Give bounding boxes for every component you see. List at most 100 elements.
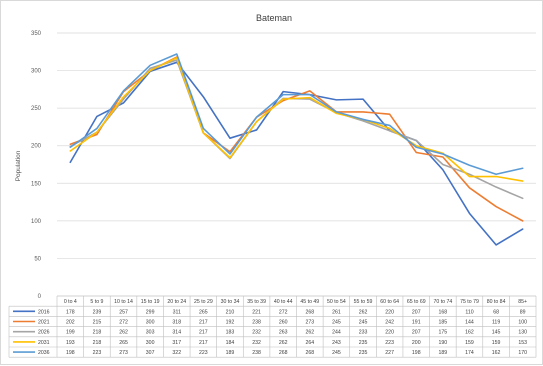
data-table-cell: 207 (412, 309, 421, 315)
x-tick-label: 30 to 34 (221, 299, 240, 305)
data-table-cell: 245 (332, 350, 341, 356)
data-table-cell: 144 (465, 320, 474, 326)
data-table-cell: 100 (518, 320, 527, 326)
series-lines (69, 53, 524, 246)
data-table-cell: 190 (439, 340, 448, 346)
x-tick-label: 45 to 49 (300, 299, 319, 305)
data-table-cell: 233 (359, 330, 368, 336)
data-table-cell: 235 (359, 350, 368, 356)
legend-label-2031: 2031 (38, 340, 50, 346)
data-table-cell: 264 (305, 340, 314, 346)
data-table-cell: 238 (252, 320, 261, 326)
x-tick-label: 40 to 44 (274, 299, 293, 305)
data-table-cell: 262 (119, 330, 128, 336)
data-table-cell: 303 (146, 330, 155, 336)
data-table-cell: 238 (252, 350, 261, 356)
data-table-cell: 191 (412, 320, 421, 326)
legend-label-2026: 2026 (38, 330, 50, 336)
data-table-cell: 183 (226, 330, 235, 336)
data-table-cell: 202 (66, 320, 75, 326)
data-table-cell: 198 (412, 350, 421, 356)
gridlines (57, 32, 536, 297)
data-table-cell: 318 (172, 320, 181, 326)
data-table-cell: 217 (199, 340, 208, 346)
data-table-cell: 268 (305, 309, 314, 315)
series-line-2031 (69, 56, 524, 182)
data-table-cell: 243 (332, 340, 341, 346)
data-table-cell: 168 (439, 309, 448, 315)
data-table-cell: 242 (385, 320, 394, 326)
series-line-2016 (69, 61, 524, 246)
data-table-cell: 119 (492, 320, 500, 326)
data-table-cell: 232 (252, 330, 261, 336)
data-table-cell: 307 (146, 350, 155, 356)
data-table-cell: 223 (385, 340, 394, 346)
data-table-cell: 89 (520, 309, 526, 315)
data-table-cell: 245 (332, 320, 341, 326)
y-tick-label: 0 (38, 294, 42, 300)
data-table-cell: 215 (93, 320, 102, 326)
data-table-cell: 260 (279, 320, 288, 326)
x-tick-label: 15 to 19 (141, 299, 160, 305)
data-table-cell: 262 (305, 330, 314, 336)
data-table-cell: 223 (199, 350, 208, 356)
y-axis-title: Population (15, 150, 22, 181)
data-table-cell: 153 (518, 340, 527, 346)
y-tick-label: 250 (31, 106, 42, 112)
data-table-cell: 273 (305, 320, 314, 326)
data-table-cell: 170 (518, 350, 527, 356)
x-tick-label: 65 to 69 (407, 299, 426, 305)
data-table-cell: 145 (492, 330, 501, 336)
data-table-cell: 220 (385, 330, 394, 336)
y-tick-label: 300 (31, 69, 42, 75)
chart-title: Bateman (256, 13, 292, 23)
y-tick-label: 150 (31, 181, 42, 187)
data-table-cell: 198 (66, 350, 75, 356)
x-tick-label: 55 to 59 (354, 299, 373, 305)
data-table-cell: 263 (279, 330, 288, 336)
legend-label-2021: 2021 (38, 320, 50, 326)
x-tick-label: 50 to 54 (327, 299, 346, 305)
data-table-cell: 261 (332, 309, 341, 315)
data-table-cell: 218 (93, 340, 102, 346)
data-table-cell: 245 (359, 320, 368, 326)
data-table-cell: 227 (385, 350, 394, 356)
x-tick-label: 25 to 29 (194, 299, 213, 305)
data-table-cell: 272 (119, 320, 128, 326)
series-line-2036 (69, 53, 524, 176)
data-table-cell: 265 (119, 340, 128, 346)
x-tick-label: 0 to 4 (64, 299, 77, 305)
data-table-cell: 217 (199, 320, 208, 326)
y-axis: 0 50 100 150 200 250 300 350 (31, 31, 42, 300)
y-tick-label: 200 (31, 144, 42, 150)
data-table-cell: 199 (66, 330, 75, 336)
data-table-cell: 265 (199, 309, 208, 315)
x-tick-label: 5 to 9 (90, 299, 103, 305)
data-table-cell: 235 (359, 340, 368, 346)
data-table-cell: 159 (492, 340, 501, 346)
data-table-cell: 130 (518, 330, 527, 336)
data-table-cell: 220 (385, 309, 394, 315)
x-tick-label: 35 to 39 (247, 299, 266, 305)
data-table-cell: 189 (226, 350, 235, 356)
x-tick-label: 80 to 84 (487, 299, 506, 305)
legend-label-2036: 2036 (38, 350, 50, 356)
data-table-cell: 192 (226, 320, 235, 326)
x-tick-label: 85+ (518, 299, 527, 305)
data-table-cell: 221 (252, 309, 261, 315)
y-tick-label: 50 (34, 256, 41, 262)
data-table-cell: 200 (412, 340, 421, 346)
data-table-cell: 262 (359, 309, 368, 315)
data-table-cell: 185 (439, 320, 448, 326)
y-tick-label: 100 (31, 219, 42, 225)
legend-label-2016: 2016 (38, 309, 50, 315)
data-table-cell: 210 (226, 309, 235, 315)
data-table-cell: 299 (146, 309, 155, 315)
data-table-cell: 159 (465, 340, 474, 346)
data-table-cell: 314 (172, 330, 181, 336)
data-table-cell: 300 (146, 320, 155, 326)
data-table-cell: 273 (119, 350, 128, 356)
data-table-cell: 300 (146, 340, 155, 346)
data-table-cell: 217 (199, 330, 208, 336)
